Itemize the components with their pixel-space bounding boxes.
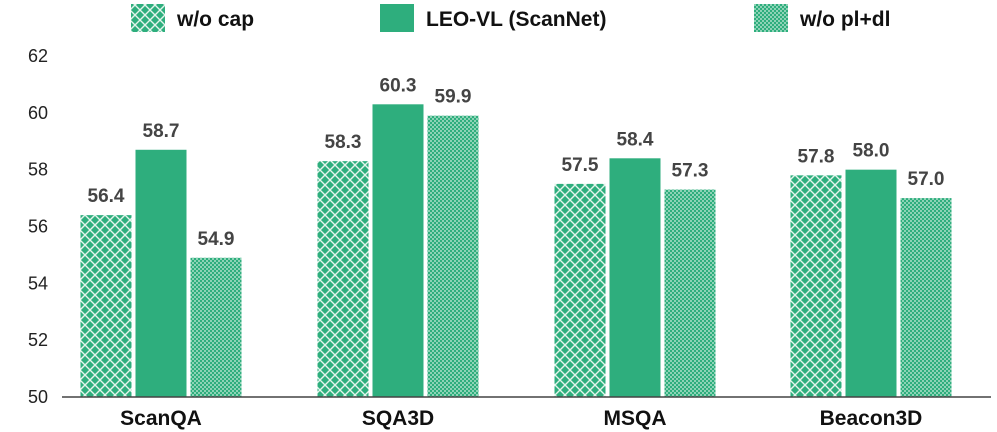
y-tick-label: 54 bbox=[28, 273, 48, 293]
bar-w-o-pl-dl bbox=[664, 189, 716, 397]
y-tick-label: 50 bbox=[28, 387, 48, 407]
value-label: 58.4 bbox=[617, 129, 654, 150]
legend-swatch-w-o-pl-dl bbox=[754, 4, 788, 32]
bars bbox=[80, 104, 952, 398]
bar-leo-vl-scannet bbox=[845, 169, 897, 397]
bar-w-o-cap bbox=[317, 161, 369, 397]
bar-leo-vl-scannet bbox=[372, 104, 424, 397]
legend-swatch-leo-vl bbox=[380, 4, 414, 32]
value-label: 60.3 bbox=[380, 75, 417, 96]
y-tick-label: 56 bbox=[28, 217, 48, 237]
value-label: 54.9 bbox=[198, 229, 235, 250]
value-label: 57.0 bbox=[908, 169, 945, 190]
bar-w-o-pl-dl bbox=[900, 198, 952, 397]
legend-label-leo-vl: LEO-VL (ScanNet) bbox=[426, 8, 606, 31]
x-tick-label: SQA3D bbox=[362, 407, 434, 430]
value-label: 57.5 bbox=[562, 155, 599, 176]
x-axis: ScanQA SQA3D MSQA Beacon3D bbox=[120, 407, 922, 430]
legend: w/o cap LEO-VL (ScanNet) w/o pl+dl bbox=[131, 4, 890, 32]
bar-w-o-cap bbox=[80, 215, 132, 397]
x-tick-label: MSQA bbox=[604, 407, 667, 430]
value-label: 57.8 bbox=[798, 146, 835, 167]
bar-leo-vl-scannet bbox=[609, 158, 661, 397]
y-tick-label: 60 bbox=[28, 103, 48, 123]
value-label: 56.4 bbox=[88, 186, 125, 207]
x-tick-label: ScanQA bbox=[120, 407, 202, 430]
legend-swatch-w-o-cap bbox=[131, 4, 165, 32]
value-label: 58.3 bbox=[325, 132, 362, 153]
bar-w-o-cap bbox=[790, 175, 842, 397]
y-tick-label: 52 bbox=[28, 330, 48, 350]
y-tick-label: 58 bbox=[28, 160, 48, 180]
value-label: 59.9 bbox=[435, 87, 472, 108]
bar-w-o-pl-dl bbox=[190, 257, 242, 397]
legend-label-w-o-cap: w/o cap bbox=[176, 8, 254, 31]
y-axis: 50 52 54 56 58 60 62 bbox=[28, 46, 48, 407]
value-labels: 56.4 58.3 57.5 57.8 58.7 60.3 58.4 58.0 54.9 59.9… bbox=[88, 75, 945, 249]
value-label: 58.7 bbox=[143, 121, 180, 142]
y-tick-label: 62 bbox=[28, 46, 48, 66]
value-label: 57.3 bbox=[672, 161, 709, 182]
bar-w-o-cap bbox=[554, 183, 606, 397]
legend-label-w-o-pl-dl: w/o pl+dl bbox=[799, 8, 890, 31]
value-label: 58.0 bbox=[853, 141, 890, 162]
x-tick-label: Beacon3D bbox=[820, 407, 923, 430]
bar-leo-vl-scannet bbox=[135, 149, 187, 397]
bar-w-o-pl-dl bbox=[427, 115, 479, 398]
